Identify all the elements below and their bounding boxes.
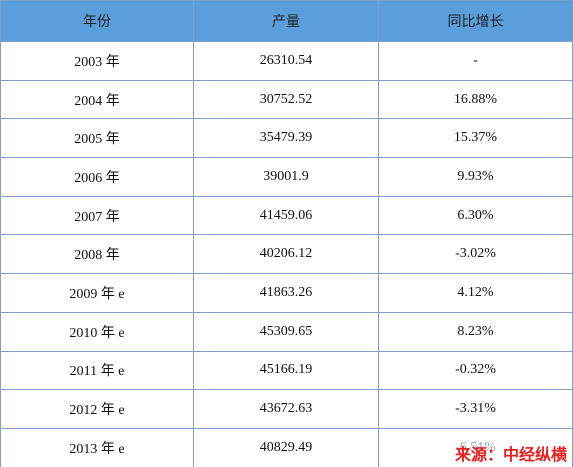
table-row: 2012 年 e 43672.63 -3.31% [0, 389, 573, 429]
table-cell: 2008 年 [0, 234, 194, 275]
table-cell: 16.88% [378, 79, 573, 120]
header-cell: 年份 [0, 0, 194, 42]
table-cell: 41459.06 [193, 195, 379, 236]
table-cell: 9.93% [378, 157, 573, 197]
table-cell: 8.23% [378, 311, 573, 352]
table-row: 2009 年 e 41863.26 4.12% [0, 273, 573, 313]
table-row: 2007 年 41459.06 6.30% [0, 195, 573, 236]
table-cell: 35479.39 [193, 118, 379, 159]
table-cell: 26310.54 [193, 41, 379, 81]
table-cell: 30752.52 [193, 79, 379, 120]
table-cell: 4.12% [378, 273, 573, 313]
table-row: 2006 年 39001.9 9.93% [0, 157, 573, 197]
table-cell: 41863.26 [193, 273, 379, 313]
table-cell: 15.37% [378, 118, 573, 159]
table-row: 2011 年 e 45166.19 -0.32% [0, 350, 573, 391]
table-cell: 2011 年 e [0, 350, 194, 391]
table-cell: 2013 年 e [0, 427, 194, 467]
table-row: 2003 年 26310.54- [0, 41, 573, 81]
table-cell: 2006 年 [0, 157, 194, 197]
table-row: 2010 年 e 45309.65 8.23% [0, 311, 573, 352]
table-cell: -3.31% [378, 389, 573, 429]
table-row: 2008 年 40206.12 -3.02% [0, 234, 573, 275]
table-cell: 45166.19 [193, 350, 379, 391]
source-note: 来源：中经纵横 [454, 441, 567, 465]
header-cell: 同比增长 [378, 0, 573, 42]
header-row: 年份 产量 同比增长 [0, 0, 573, 42]
table-cell: 2003 年 [0, 41, 194, 81]
table-cell: 45309.65 [193, 311, 379, 352]
table-cell: 40829.49 [193, 427, 379, 467]
table-cell: 2004 年 [0, 79, 194, 120]
table-cell: - [378, 41, 573, 81]
table-cell: 40206.12 [193, 234, 379, 275]
table-cell: 6.30% [378, 195, 573, 236]
table-cell: -3.02% [378, 234, 573, 275]
table-cell: 2005 年 [0, 118, 194, 159]
table-cell: 2009 年 e [0, 273, 194, 313]
table-cell: 2007 年 [0, 195, 194, 236]
table-cell: -0.32% [378, 350, 573, 391]
table-cell: 39001.9 [193, 157, 379, 197]
header-cell: 产量 [193, 0, 379, 42]
table-cell: 2012 年 e [0, 389, 194, 429]
table-row: 2005 年 35479.39 15.37% [0, 118, 573, 159]
table-cell: 2010 年 e [0, 311, 194, 352]
table-row: 2004 年 30752.52 16.88% [0, 79, 573, 120]
table-body: 2003 年 26310.54-2004 年 30752.52 16.88% 2005 … [0, 41, 573, 467]
table-cell: 43672.63 [193, 389, 379, 429]
